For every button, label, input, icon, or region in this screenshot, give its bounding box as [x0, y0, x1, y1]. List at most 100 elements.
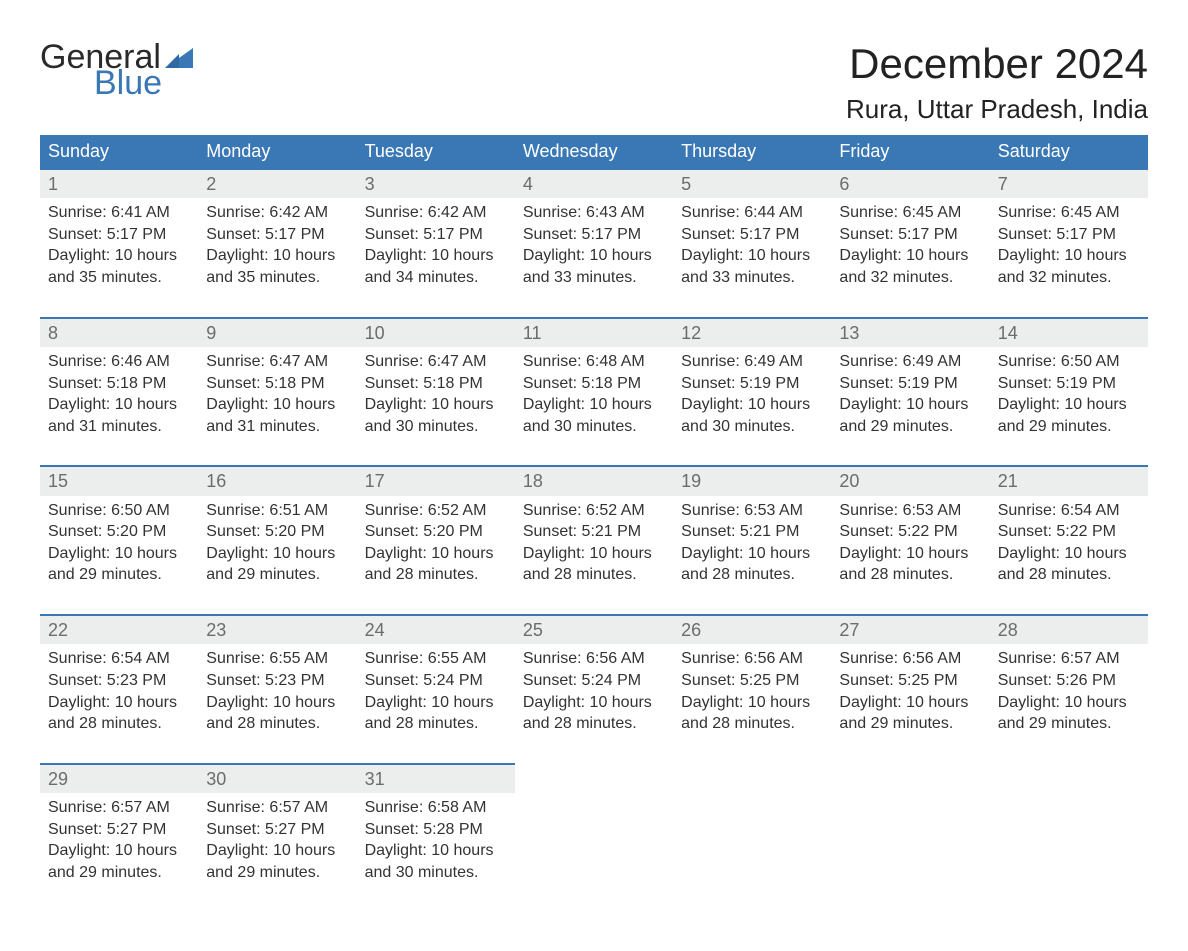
day-sunset: Sunset: 5:20 PM	[48, 521, 190, 543]
day-daylight2: and 30 minutes.	[523, 416, 665, 438]
day-daylight2: and 28 minutes.	[206, 713, 348, 735]
day-daylight2: and 29 minutes.	[48, 564, 190, 586]
day-body: Sunrise: 6:56 AMSunset: 5:25 PMDaylight:…	[839, 648, 981, 734]
day-cell: 24Sunrise: 6:55 AMSunset: 5:24 PMDayligh…	[357, 614, 515, 763]
day-number: 9	[198, 317, 356, 347]
day-daylight2: and 28 minutes.	[681, 564, 823, 586]
day-number: 10	[357, 317, 515, 347]
day-number: 1	[40, 168, 198, 198]
day-daylight2: and 30 minutes.	[681, 416, 823, 438]
day-body: Sunrise: 6:49 AMSunset: 5:19 PMDaylight:…	[681, 351, 823, 437]
day-body: Sunrise: 6:47 AMSunset: 5:18 PMDaylight:…	[206, 351, 348, 437]
day-sunrise: Sunrise: 6:55 AM	[206, 648, 348, 670]
day-daylight2: and 29 minutes.	[998, 713, 1140, 735]
day-daylight2: and 31 minutes.	[206, 416, 348, 438]
flag-icon	[165, 48, 193, 68]
day-sunset: Sunset: 5:17 PM	[681, 224, 823, 246]
day-number: 24	[357, 614, 515, 644]
day-sunrise: Sunrise: 6:49 AM	[839, 351, 981, 373]
day-daylight1: Daylight: 10 hours	[839, 543, 981, 565]
day-cell: 20Sunrise: 6:53 AMSunset: 5:22 PMDayligh…	[831, 465, 989, 614]
day-daylight1: Daylight: 10 hours	[365, 245, 507, 267]
day-sunrise: Sunrise: 6:47 AM	[206, 351, 348, 373]
day-cell: 18Sunrise: 6:52 AMSunset: 5:21 PMDayligh…	[515, 465, 673, 614]
day-sunset: Sunset: 5:18 PM	[365, 373, 507, 395]
day-daylight2: and 28 minutes.	[681, 713, 823, 735]
day-number: 8	[40, 317, 198, 347]
day-daylight2: and 33 minutes.	[523, 267, 665, 289]
day-sunrise: Sunrise: 6:47 AM	[365, 351, 507, 373]
day-cell: 31Sunrise: 6:58 AMSunset: 5:28 PMDayligh…	[357, 763, 515, 912]
day-daylight2: and 35 minutes.	[48, 267, 190, 289]
day-sunrise: Sunrise: 6:49 AM	[681, 351, 823, 373]
day-daylight1: Daylight: 10 hours	[48, 543, 190, 565]
day-body: Sunrise: 6:53 AMSunset: 5:21 PMDaylight:…	[681, 500, 823, 586]
brand-word2: Blue	[94, 66, 193, 100]
day-daylight1: Daylight: 10 hours	[365, 543, 507, 565]
day-body: Sunrise: 6:57 AMSunset: 5:26 PMDaylight:…	[998, 648, 1140, 734]
day-sunset: Sunset: 5:18 PM	[523, 373, 665, 395]
day-cell: 28Sunrise: 6:57 AMSunset: 5:26 PMDayligh…	[990, 614, 1148, 763]
day-cell: 26Sunrise: 6:56 AMSunset: 5:25 PMDayligh…	[673, 614, 831, 763]
day-daylight2: and 30 minutes.	[365, 416, 507, 438]
day-sunrise: Sunrise: 6:50 AM	[998, 351, 1140, 373]
day-body: Sunrise: 6:48 AMSunset: 5:18 PMDaylight:…	[523, 351, 665, 437]
day-body: Sunrise: 6:47 AMSunset: 5:18 PMDaylight:…	[365, 351, 507, 437]
day-sunrise: Sunrise: 6:45 AM	[839, 202, 981, 224]
day-daylight2: and 34 minutes.	[365, 267, 507, 289]
day-number: 30	[198, 763, 356, 793]
calendar-grid: SundayMondayTuesdayWednesdayThursdayFrid…	[40, 135, 1148, 911]
day-daylight1: Daylight: 10 hours	[681, 394, 823, 416]
day-sunset: Sunset: 5:19 PM	[839, 373, 981, 395]
day-cell: 10 Sunrise: 6:47 AMSunset: 5:18 PMDayligh…	[357, 317, 515, 466]
day-daylight2: and 28 minutes.	[365, 564, 507, 586]
day-cell: 7Sunrise: 6:45 AMSunset: 5:17 PMDaylight…	[990, 168, 1148, 317]
day-cell: 22 Sunrise: 6:54 AMSunset: 5:23 PMDayligh…	[40, 614, 198, 763]
day-sunset: Sunset: 5:20 PM	[365, 521, 507, 543]
day-daylight1: Daylight: 10 hours	[998, 394, 1140, 416]
day-cell: 6Sunrise: 6:45 AMSunset: 5:17 PMDaylight…	[831, 168, 989, 317]
day-body: Sunrise: 6:49 AMSunset: 5:19 PMDaylight:…	[839, 351, 981, 437]
day-daylight1: Daylight: 10 hours	[206, 840, 348, 862]
day-sunset: Sunset: 5:17 PM	[998, 224, 1140, 246]
day-sunrise: Sunrise: 6:57 AM	[206, 797, 348, 819]
day-sunset: Sunset: 5:18 PM	[206, 373, 348, 395]
day-daylight1: Daylight: 10 hours	[206, 543, 348, 565]
day-body: Sunrise: 6:57 AMSunset: 5:27 PMDaylight:…	[206, 797, 348, 883]
day-cell: 12Sunrise: 6:49 AMSunset: 5:19 PMDayligh…	[673, 317, 831, 466]
day-sunrise: Sunrise: 6:52 AM	[365, 500, 507, 522]
day-body: Sunrise: 6:46 AMSunset: 5:18 PMDaylight:…	[48, 351, 190, 437]
day-sunrise: Sunrise: 6:48 AM	[523, 351, 665, 373]
day-daylight1: Daylight: 10 hours	[681, 692, 823, 714]
day-body: Sunrise: 6:54 AMSunset: 5:23 PMDaylight:…	[48, 648, 190, 734]
day-daylight2: and 28 minutes.	[523, 713, 665, 735]
day-sunrise: Sunrise: 6:44 AM	[681, 202, 823, 224]
dow-header: Wednesday	[515, 135, 673, 168]
day-sunset: Sunset: 5:26 PM	[998, 670, 1140, 692]
day-cell: 16Sunrise: 6:51 AMSunset: 5:20 PMDayligh…	[198, 465, 356, 614]
day-body: Sunrise: 6:41 AMSunset: 5:17 PMDaylight:…	[48, 202, 190, 288]
day-sunrise: Sunrise: 6:42 AM	[206, 202, 348, 224]
day-number: 7	[990, 168, 1148, 198]
day-body: Sunrise: 6:51 AMSunset: 5:20 PMDaylight:…	[206, 500, 348, 586]
day-daylight2: and 29 minutes.	[48, 862, 190, 884]
day-sunset: Sunset: 5:17 PM	[523, 224, 665, 246]
day-daylight2: and 28 minutes.	[365, 713, 507, 735]
day-cell: 27Sunrise: 6:56 AMSunset: 5:25 PMDayligh…	[831, 614, 989, 763]
day-number: 4	[515, 168, 673, 198]
day-body: Sunrise: 6:42 AMSunset: 5:17 PMDaylight:…	[206, 202, 348, 288]
day-daylight2: and 31 minutes.	[48, 416, 190, 438]
dow-header: Tuesday	[357, 135, 515, 168]
dow-header: Saturday	[990, 135, 1148, 168]
day-daylight1: Daylight: 10 hours	[681, 543, 823, 565]
day-number: 20	[831, 465, 989, 495]
day-sunrise: Sunrise: 6:51 AM	[206, 500, 348, 522]
day-sunset: Sunset: 5:21 PM	[523, 521, 665, 543]
day-cell: 29Sunrise: 6:57 AMSunset: 5:27 PMDayligh…	[40, 763, 198, 912]
day-number: 22	[40, 614, 198, 644]
day-sunset: Sunset: 5:23 PM	[48, 670, 190, 692]
day-daylight1: Daylight: 10 hours	[998, 692, 1140, 714]
day-sunrise: Sunrise: 6:55 AM	[365, 648, 507, 670]
day-daylight1: Daylight: 10 hours	[206, 245, 348, 267]
day-sunset: Sunset: 5:25 PM	[681, 670, 823, 692]
